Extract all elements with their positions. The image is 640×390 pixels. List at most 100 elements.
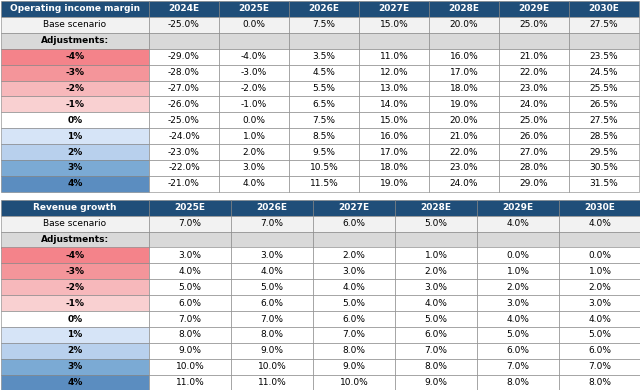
- Bar: [499, 112, 569, 128]
- Text: 3%: 3%: [67, 362, 83, 371]
- Text: 4.0%: 4.0%: [589, 315, 611, 324]
- Text: 8.0%: 8.0%: [424, 362, 447, 371]
- Bar: [359, 144, 429, 160]
- Text: 22.0%: 22.0%: [520, 68, 548, 77]
- Bar: [569, 176, 639, 192]
- Bar: [219, 128, 289, 144]
- Bar: [231, 359, 313, 375]
- Bar: [149, 176, 219, 192]
- Bar: [149, 65, 219, 80]
- Text: 9.5%: 9.5%: [312, 147, 335, 156]
- Text: -3.0%: -3.0%: [241, 68, 267, 77]
- Bar: [219, 112, 289, 128]
- Text: 14.0%: 14.0%: [380, 100, 408, 109]
- Text: 15.0%: 15.0%: [380, 20, 408, 29]
- Text: 4.0%: 4.0%: [589, 219, 611, 228]
- Text: 4%: 4%: [67, 179, 83, 188]
- Bar: [313, 295, 395, 311]
- Bar: [569, 112, 639, 128]
- Text: -3%: -3%: [65, 68, 84, 77]
- Text: 7.0%: 7.0%: [260, 219, 284, 228]
- Bar: [1, 232, 149, 248]
- Bar: [477, 375, 559, 390]
- Text: 11.0%: 11.0%: [258, 378, 286, 387]
- Text: 2027E: 2027E: [378, 4, 410, 13]
- Text: 19.0%: 19.0%: [450, 100, 478, 109]
- Text: -2.0%: -2.0%: [241, 84, 267, 93]
- Text: 4.0%: 4.0%: [179, 267, 202, 276]
- Text: 27.5%: 27.5%: [589, 116, 618, 125]
- Bar: [499, 80, 569, 96]
- Text: 25.0%: 25.0%: [520, 116, 548, 125]
- Bar: [1, 311, 149, 327]
- Bar: [149, 359, 231, 375]
- Bar: [477, 295, 559, 311]
- Text: 0%: 0%: [67, 116, 83, 125]
- Text: 2%: 2%: [67, 147, 83, 156]
- Bar: [395, 263, 477, 279]
- Bar: [149, 1, 219, 17]
- Text: 5.0%: 5.0%: [179, 283, 202, 292]
- Text: 1.0%: 1.0%: [589, 267, 611, 276]
- Bar: [429, 49, 499, 65]
- Bar: [231, 343, 313, 359]
- Text: 7.5%: 7.5%: [312, 20, 335, 29]
- Text: 11.0%: 11.0%: [175, 378, 204, 387]
- Bar: [149, 327, 231, 343]
- Text: 17.0%: 17.0%: [380, 147, 408, 156]
- Text: 6.0%: 6.0%: [506, 346, 529, 355]
- Text: -3%: -3%: [65, 267, 84, 276]
- Text: -22.0%: -22.0%: [168, 163, 200, 172]
- Bar: [149, 311, 231, 327]
- Bar: [289, 1, 359, 17]
- Text: 7.0%: 7.0%: [179, 315, 202, 324]
- Text: 15.0%: 15.0%: [380, 116, 408, 125]
- Text: 22.0%: 22.0%: [450, 147, 478, 156]
- Text: 4.0%: 4.0%: [507, 315, 529, 324]
- Text: 6.5%: 6.5%: [312, 100, 335, 109]
- Text: -24.0%: -24.0%: [168, 132, 200, 141]
- Text: 27.0%: 27.0%: [520, 147, 548, 156]
- Bar: [231, 263, 313, 279]
- Bar: [1, 96, 149, 112]
- Text: Revenue growth: Revenue growth: [33, 203, 116, 212]
- Text: 2029E: 2029E: [502, 203, 534, 212]
- Bar: [1, 327, 149, 343]
- Bar: [477, 216, 559, 232]
- Bar: [1, 17, 149, 33]
- Bar: [231, 327, 313, 343]
- Text: 7.5%: 7.5%: [312, 116, 335, 125]
- Text: 25.5%: 25.5%: [589, 84, 618, 93]
- Text: 27.5%: 27.5%: [589, 20, 618, 29]
- Bar: [395, 248, 477, 263]
- Text: 2.0%: 2.0%: [589, 283, 611, 292]
- Text: 4.0%: 4.0%: [424, 299, 447, 308]
- Bar: [559, 327, 640, 343]
- Text: -4%: -4%: [65, 52, 84, 61]
- Bar: [149, 279, 231, 295]
- Text: -2%: -2%: [65, 84, 84, 93]
- Bar: [429, 112, 499, 128]
- Text: 4.0%: 4.0%: [507, 219, 529, 228]
- Text: 19.0%: 19.0%: [380, 179, 408, 188]
- Bar: [149, 200, 231, 216]
- Text: 3.0%: 3.0%: [260, 251, 284, 260]
- Bar: [149, 96, 219, 112]
- Bar: [477, 200, 559, 216]
- Bar: [1, 128, 149, 144]
- Bar: [231, 248, 313, 263]
- Text: 17.0%: 17.0%: [450, 68, 478, 77]
- Bar: [499, 144, 569, 160]
- Bar: [231, 375, 313, 390]
- Text: 2.0%: 2.0%: [424, 267, 447, 276]
- Bar: [359, 49, 429, 65]
- Bar: [477, 248, 559, 263]
- Bar: [219, 176, 289, 192]
- Text: 4.5%: 4.5%: [312, 68, 335, 77]
- Text: 21.0%: 21.0%: [450, 132, 478, 141]
- Text: 8.0%: 8.0%: [179, 330, 202, 339]
- Text: 5.0%: 5.0%: [424, 315, 447, 324]
- Text: -26.0%: -26.0%: [168, 100, 200, 109]
- Bar: [231, 232, 313, 248]
- Bar: [359, 128, 429, 144]
